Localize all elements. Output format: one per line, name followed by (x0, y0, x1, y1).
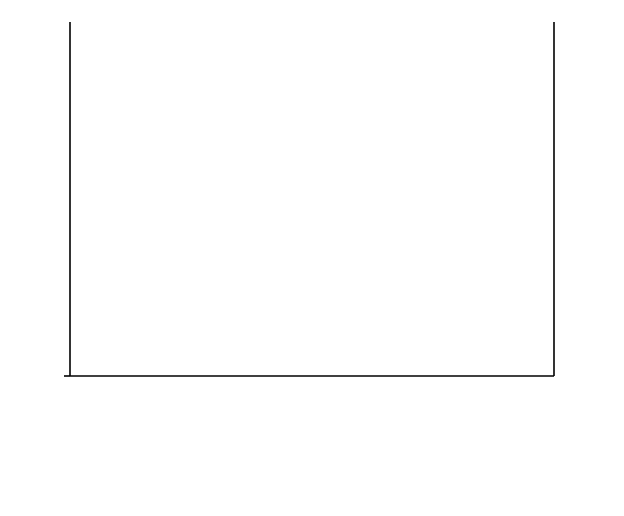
chart-container (0, 0, 624, 516)
bar-chart (0, 0, 624, 516)
chart-bg (0, 0, 624, 516)
